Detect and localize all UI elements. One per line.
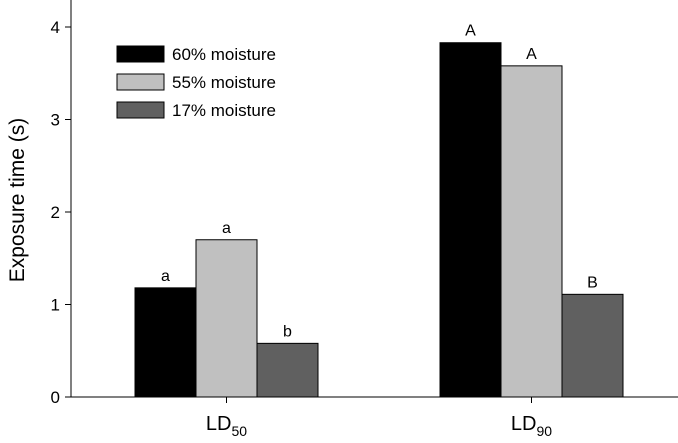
y-tick-label: 0	[51, 388, 60, 407]
data-label-2-2: A	[526, 46, 537, 63]
bar-1-1	[134, 287, 197, 398]
bar-2-1	[195, 239, 258, 398]
data-label-1-1: a	[161, 268, 170, 285]
bar-3-1	[256, 342, 319, 398]
data-label-3-1: b	[283, 323, 292, 340]
legend-label-1: 60% moisture	[172, 45, 276, 64]
y-axis-label: Exposure time (s)	[6, 118, 29, 283]
legend-swatch-3	[116, 101, 165, 119]
legend: 60% moisture 55% moisture 17% moisture	[116, 45, 276, 120]
y-tick-label: 3	[51, 111, 60, 130]
x-ticks: LD50 LD90	[206, 397, 552, 439]
legend-swatch-1	[116, 45, 165, 63]
y-ticks: 0 1 2 3 4	[51, 18, 71, 407]
x-tick-label: LD50	[206, 413, 247, 439]
bar-3-2	[561, 293, 624, 398]
axes	[70, 0, 678, 398]
data-label-2-1: a	[222, 220, 231, 237]
y-tick-label: 2	[51, 203, 60, 222]
data-label-1-2: A	[465, 23, 476, 40]
legend-label-2: 55% moisture	[172, 73, 276, 92]
legend-swatch-2	[116, 73, 165, 91]
y-tick-label: 4	[51, 18, 60, 37]
y-tick-label: 1	[51, 296, 60, 315]
bar-1-2	[439, 42, 502, 398]
data-label-3-2: B	[587, 274, 598, 291]
legend-label-3: 17% moisture	[172, 101, 276, 120]
bar-2-2	[500, 65, 563, 398]
x-tick-label: LD90	[511, 413, 552, 439]
